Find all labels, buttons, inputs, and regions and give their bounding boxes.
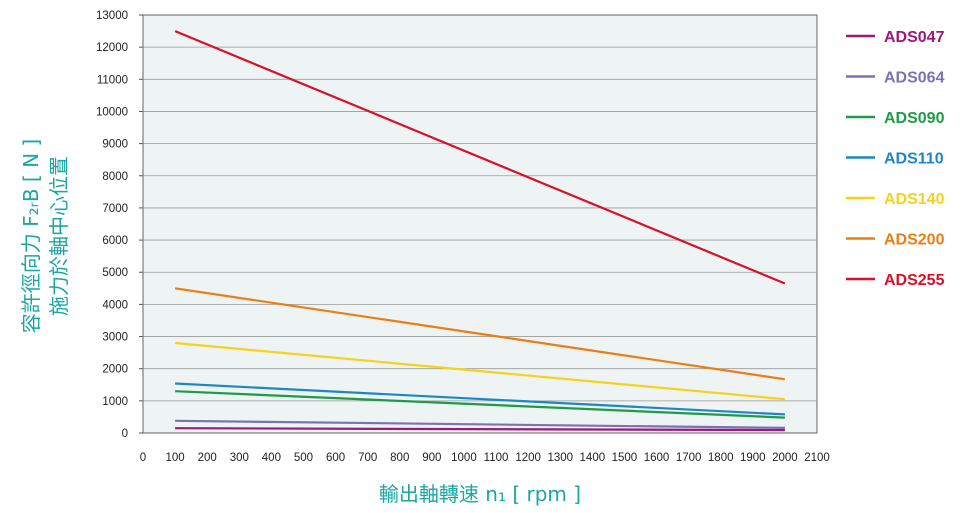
x-tick-label: 1300 xyxy=(547,452,573,464)
series-lines xyxy=(174,30,786,432)
x-tick-label: 1200 xyxy=(515,452,541,464)
x-tick-label: 1000 xyxy=(451,452,477,464)
y-tick-label: 10000 xyxy=(96,106,128,118)
x-tick-label: 500 xyxy=(294,452,313,464)
y-tick-label: 7000 xyxy=(102,203,128,215)
y-tick-label: 5000 xyxy=(102,267,128,279)
x-tick-label: 900 xyxy=(422,452,441,464)
plot-area xyxy=(142,14,818,434)
x-axis-label: 輸出軸轉速 n₁ [ rpm ] xyxy=(379,482,581,506)
legend: ADS047 ADS064 ADS090 ADS110 ADS140 ADS200 ADS2… xyxy=(846,29,945,289)
legend-label: ADS200 xyxy=(884,232,945,249)
y-tick-label: 2000 xyxy=(102,364,128,376)
x-tick-label: 100 xyxy=(166,452,185,464)
y-tick-label: 8000 xyxy=(102,171,128,183)
x-tick-label: 700 xyxy=(358,452,377,464)
legend-label: ADS140 xyxy=(884,191,945,208)
legend-label: ADS255 xyxy=(884,272,945,289)
legend-label: ADS064 xyxy=(884,70,945,87)
x-tick-label: 1400 xyxy=(580,452,606,464)
x-tick-label: 1500 xyxy=(612,452,638,464)
x-tick-label: 400 xyxy=(262,452,281,464)
legend-label: ADS090 xyxy=(884,110,945,127)
y-tick-label: 3000 xyxy=(102,332,128,344)
x-tick-label: 600 xyxy=(326,452,345,464)
y-axis-label-line2: 施力於軸中心位置 xyxy=(47,156,71,316)
series-line-ads090 xyxy=(175,390,785,419)
y-tick-label: 0 xyxy=(122,428,128,440)
x-axis-ticks: 0 100 200 300 400 500 600 700 800 900 1000 1100 1200… xyxy=(140,452,830,464)
x-tick-label: 800 xyxy=(390,452,409,464)
y-tick-label: 9000 xyxy=(102,139,128,151)
x-tick-label: 1600 xyxy=(644,452,670,464)
x-tick-label: 0 xyxy=(140,452,146,464)
x-tick-label: 1800 xyxy=(708,452,734,464)
y-tick-label: 4000 xyxy=(102,299,128,311)
x-tick-label: 1100 xyxy=(484,452,509,464)
y-tick-label: 11000 xyxy=(97,74,128,86)
legend-label: ADS047 xyxy=(884,29,945,46)
x-tick-label: 300 xyxy=(230,452,249,464)
series-line-ads140 xyxy=(174,341,786,401)
x-tick-label: 1700 xyxy=(676,452,702,464)
legend-label: ADS110 xyxy=(884,151,944,168)
y-tick-label: 6000 xyxy=(102,235,128,247)
series-line-ads255 xyxy=(174,30,786,285)
series-line-ads047 xyxy=(175,427,785,432)
y-tick-label: 1000 xyxy=(102,396,128,408)
x-tick-label: 2000 xyxy=(772,452,798,464)
y-axis-label-line1: 容許徑向力 F₂ᵣB [ N ] xyxy=(19,139,43,333)
y-tick-label: 12000 xyxy=(96,42,128,54)
grid-lines xyxy=(143,46,817,402)
series-line-ads200 xyxy=(174,287,786,381)
x-tick-label: 200 xyxy=(198,452,217,464)
y-axis-ticks: 0 1000 2000 3000 4000 5000 6000 7000 8000 9000 100… xyxy=(96,10,143,440)
y-tick-label: 13000 xyxy=(96,10,128,22)
x-tick-label: 1900 xyxy=(740,452,766,464)
x-tick-label: 2100 xyxy=(804,452,830,464)
series-line-ads064 xyxy=(175,419,785,429)
series-line-ads110 xyxy=(175,382,785,416)
